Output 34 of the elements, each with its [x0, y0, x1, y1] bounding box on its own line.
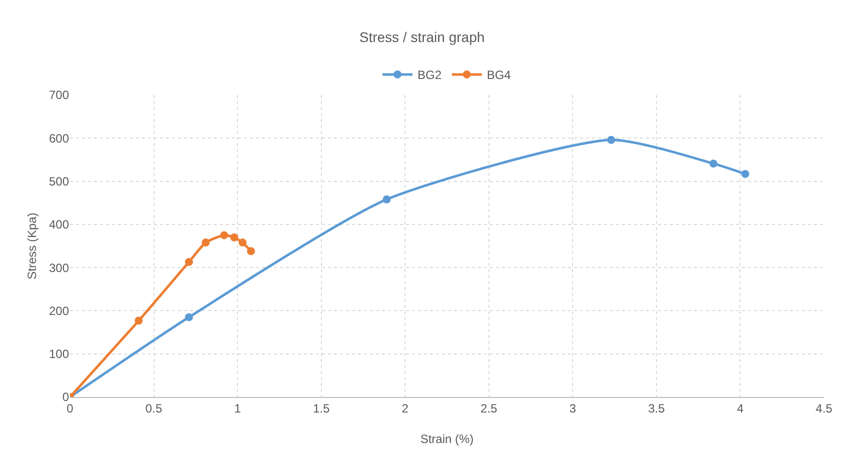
- x-tick-label: 3: [569, 401, 576, 416]
- point: [709, 160, 718, 168]
- x-tick-label: 4.5: [816, 401, 833, 416]
- y-tick-label: 200: [48, 304, 70, 318]
- point: [246, 247, 255, 256]
- point: [202, 238, 210, 247]
- x-axis-title: Strain (%): [420, 432, 474, 446]
- x-tick-label: 1.5: [312, 401, 330, 416]
- x-tick-label: 3.5: [648, 401, 666, 416]
- x-tick-label: 0.5: [145, 401, 162, 416]
- y-tick-label: 0: [62, 390, 70, 404]
- point: [741, 170, 750, 178]
- point: [184, 313, 193, 322]
- point: [184, 258, 193, 266]
- y-tick-label: 100: [48, 347, 70, 362]
- point: [220, 231, 228, 240]
- y-tick-label: 600: [48, 131, 70, 146]
- y-tick-label: 300: [48, 260, 70, 275]
- y-axis-title: Stress (Kpa): [25, 212, 39, 280]
- y-tick-label: 500: [48, 174, 70, 188]
- chart-title: Stress / strain graph: [359, 28, 485, 45]
- x-tick-label: 2.5: [480, 401, 498, 416]
- point: [607, 136, 616, 144]
- legend-label: BG4: [486, 68, 512, 82]
- point: [134, 316, 143, 325]
- y-tick-label: 700: [48, 88, 70, 102]
- point: [230, 233, 238, 242]
- point: [382, 195, 391, 204]
- x-tick-label: 1: [234, 401, 242, 416]
- point: [238, 238, 247, 247]
- x-tick-label: 2: [402, 401, 409, 416]
- x-tick-label: 4: [736, 401, 744, 416]
- y-tick-label: 400: [48, 218, 70, 232]
- legend-label: BG2: [418, 68, 442, 82]
